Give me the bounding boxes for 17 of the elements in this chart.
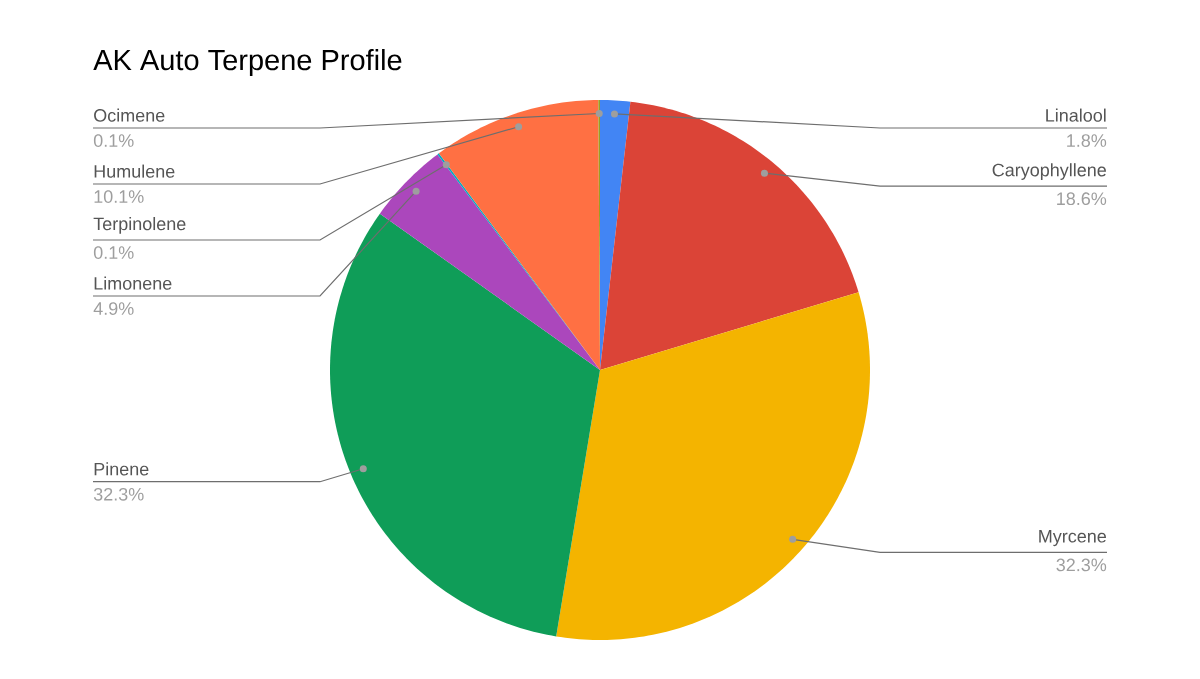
slice-label: Humulene [94,164,175,178]
slice-label: Myrcene [1039,530,1106,547]
slice-label: Terpinolene [93,217,186,234]
slice-label: Caryophyllene [992,163,1106,180]
data-label: 10.1% [94,190,144,203]
data-label: 32.3% [1056,558,1107,572]
data-label: 4.9% [93,302,134,315]
data-label: 0.1% [93,246,134,259]
slice-label: Ocimene [94,108,165,122]
data-label: 18.6% [1057,192,1107,206]
slice-label: Limonene [94,276,172,290]
slice-label: Pinene [94,462,149,476]
data-label: 0.1% [93,134,134,147]
data-label: 1.8% [1067,134,1107,147]
slice-label: Linalool [1046,108,1106,122]
data-label: 32.3% [93,487,144,501]
chart-title: AK Auto Terpene Profile [93,48,402,77]
